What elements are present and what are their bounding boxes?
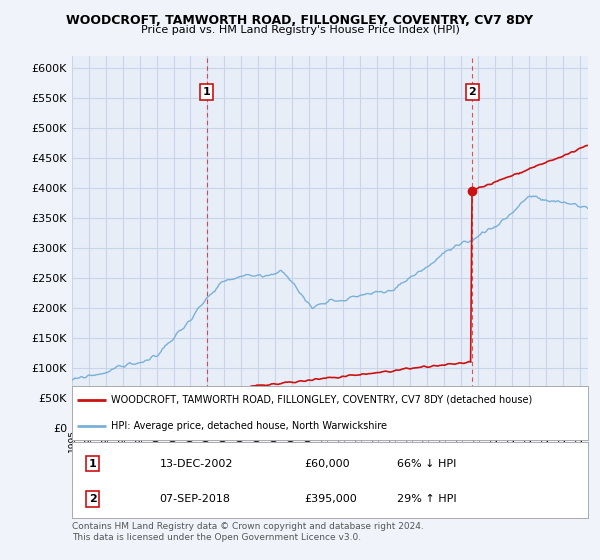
Text: WOODCROFT, TAMWORTH ROAD, FILLONGLEY, COVENTRY, CV7 8DY (detached house): WOODCROFT, TAMWORTH ROAD, FILLONGLEY, CO… [110, 395, 532, 405]
Text: 2: 2 [469, 87, 476, 97]
Text: HPI: Average price, detached house, North Warwickshire: HPI: Average price, detached house, Nort… [110, 421, 387, 431]
Text: Price paid vs. HM Land Registry's House Price Index (HPI): Price paid vs. HM Land Registry's House … [140, 25, 460, 35]
Text: £60,000: £60,000 [304, 459, 350, 469]
Text: 2: 2 [89, 494, 97, 504]
Text: This data is licensed under the Open Government Licence v3.0.: This data is licensed under the Open Gov… [72, 533, 361, 542]
Text: 1: 1 [89, 459, 97, 469]
Text: WOODCROFT, TAMWORTH ROAD, FILLONGLEY, COVENTRY, CV7 8DY: WOODCROFT, TAMWORTH ROAD, FILLONGLEY, CO… [67, 14, 533, 27]
Text: 1: 1 [203, 87, 211, 97]
Text: 07-SEP-2018: 07-SEP-2018 [160, 494, 231, 504]
Text: Contains HM Land Registry data © Crown copyright and database right 2024.: Contains HM Land Registry data © Crown c… [72, 522, 424, 531]
Text: £395,000: £395,000 [304, 494, 357, 504]
Text: 13-DEC-2002: 13-DEC-2002 [160, 459, 233, 469]
Text: 66% ↓ HPI: 66% ↓ HPI [397, 459, 457, 469]
Text: 29% ↑ HPI: 29% ↑ HPI [397, 494, 457, 504]
